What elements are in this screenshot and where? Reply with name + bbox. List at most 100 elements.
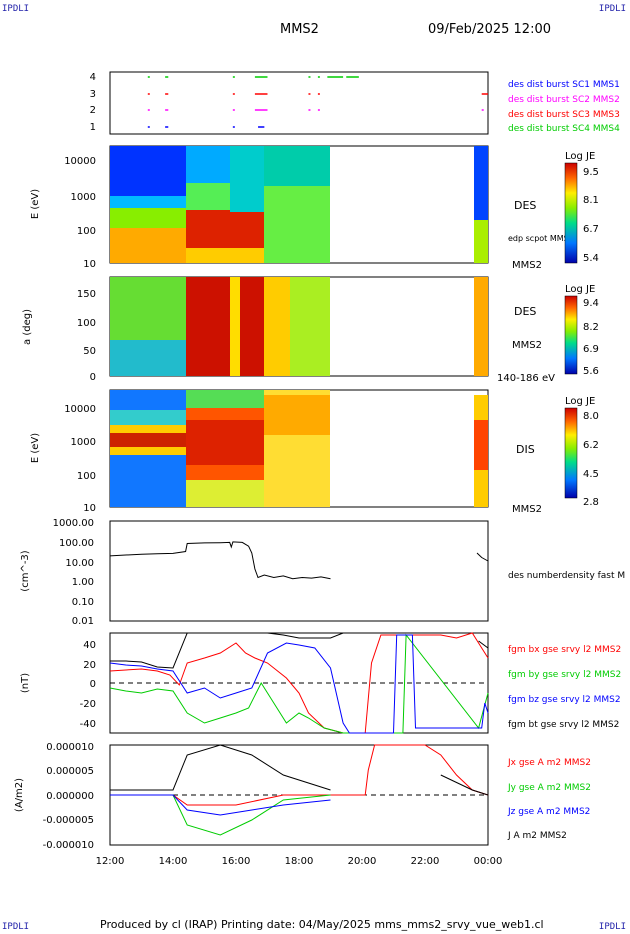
footer-text: Produced by cl (IRAP) Printing date: 04/… — [100, 918, 544, 931]
burst-marks — [147, 76, 488, 128]
des-pa-block-4 — [230, 277, 240, 376]
des-e-cbar-tick-1: 9.5 — [583, 167, 599, 178]
current-ytick-5: -0.000010 — [43, 840, 94, 851]
density-ytick-0.01: 0.01 — [72, 616, 94, 627]
legend-jx: Jx gse A m2 MMS2 — [507, 758, 591, 768]
des-e-instrument: DES — [514, 199, 536, 212]
des-pa-instrument: DES — [514, 305, 536, 318]
des-e-ytick-10: 10 — [83, 259, 96, 270]
bfield-ytick-m40: -40 — [80, 719, 96, 730]
burst-ytick-3: 3 — [90, 89, 96, 100]
xtick-0000: 00:00 — [474, 856, 503, 867]
dis-e-block-12 — [474, 420, 488, 470]
des-e-ylabel: E (eV) — [30, 189, 41, 219]
des-pa-cbar-tick-3: 6.9 — [583, 344, 599, 355]
bfield-ytick-m20: -20 — [80, 699, 96, 710]
xtick-2200: 22:00 — [411, 856, 440, 867]
des-pa-colorbar — [564, 295, 578, 375]
dis-e-cbar-tick-1: 8.0 — [583, 411, 599, 422]
density-ytick-1: 1.00 — [72, 577, 94, 588]
des-e-block-6 — [186, 183, 230, 213]
dis-e-block-6 — [186, 390, 266, 410]
dis-e-block-10 — [264, 395, 330, 435]
des-pa-ytick-100: 100 — [77, 318, 96, 329]
des-e-block-3 — [110, 208, 186, 230]
density-series-0 — [109, 541, 489, 580]
dis-e-ytick-100: 100 — [77, 471, 96, 482]
legend-j: J A m2 MMS2 — [507, 831, 567, 841]
des-pa-block-7 — [474, 277, 488, 376]
bfield-series-3 — [110, 632, 489, 669]
xtick-1600: 16:00 — [222, 856, 251, 867]
xtick-2000: 20:00 — [348, 856, 377, 867]
des-e-cbar-title: Log JE — [565, 151, 595, 162]
bfield-ylabel: (nT) — [20, 673, 31, 693]
current-ytick-1: 0.000010 — [46, 742, 94, 753]
des-e-block-5 — [186, 146, 230, 186]
des-pa-block-3 — [186, 277, 266, 376]
dis-e-ytick-1000: 1000 — [71, 437, 96, 448]
density-legend: des numberdensity fast M — [508, 571, 625, 581]
des-e-cbar-tick-3: 6.7 — [583, 224, 599, 235]
dis-e-sc-label: MMS2 — [512, 504, 542, 515]
density-lines — [109, 541, 489, 580]
legend-bz: fgm bz gse srvy l2 MMS2 — [508, 695, 621, 705]
dis-e-block-4 — [110, 433, 186, 447]
density-ytick-1000: 1000.00 — [53, 518, 94, 529]
des-e-block-13 — [474, 220, 488, 263]
legend-jz: Jz gse A m2 MMS2 — [507, 807, 590, 817]
dis-energy-panel: 10000 1000 100 10 E (eV) DIS MMS2 Log JE… — [30, 389, 599, 515]
corner-label-bottom-left: IPDLI — [2, 922, 30, 932]
burst-ytick-4: 4 — [90, 72, 96, 83]
des-e-block-8 — [186, 248, 264, 263]
des-e-colorbar — [564, 162, 578, 264]
current-ylabel: (A/m2) — [14, 778, 25, 812]
legend-burst-sc1: des dist burst SC1 MMS1 — [508, 80, 620, 90]
des-pa-cbar-tick-4: 5.6 — [583, 366, 599, 377]
des-pa-energy-range: 140-186 eV — [497, 373, 555, 384]
burst-ytick-1: 1 — [90, 122, 96, 133]
density-ytick-10: 10.00 — [65, 558, 94, 569]
dis-e-cbar-tick-3: 4.5 — [583, 469, 599, 480]
des-pa-sc-label: MMS2 — [512, 340, 542, 351]
des-e-block-11 — [264, 146, 330, 186]
bfield-lines — [109, 632, 489, 734]
bfield-ytick-20: 20 — [83, 660, 96, 671]
des-pa-ytick-150: 150 — [77, 289, 96, 300]
dis-e-cbar-tick-2: 6.2 — [583, 440, 599, 451]
dis-e-instrument: DIS — [516, 443, 535, 456]
current-lines — [110, 744, 488, 835]
legend-jy: Jy gse A m2 MMS2 — [507, 783, 591, 793]
bfield-series-0 — [109, 632, 489, 734]
xtick-1800: 18:00 — [285, 856, 314, 867]
des-e-block-4 — [110, 228, 186, 263]
xtick-1400: 14:00 — [159, 856, 188, 867]
spacecraft-title: MMS2 — [280, 22, 319, 37]
dis-e-colorbar — [564, 407, 578, 499]
burst-ytick-2: 2 — [90, 105, 96, 116]
density-ylabel: (cm^-3) — [20, 550, 31, 591]
dis-e-cbar-title: Log JE — [565, 396, 595, 407]
des-pa-cbar-tick-2: 8.2 — [583, 322, 599, 333]
corner-label-top-left: IPDLI — [2, 4, 30, 14]
des-e-cbar-tick-4: 5.4 — [583, 253, 599, 264]
des-pa-ylabel: a (deg) — [22, 309, 33, 345]
current-ytick-4: -0.000005 — [43, 815, 94, 826]
des-e-ytick-100: 100 — [77, 226, 96, 237]
des-e-ytick-10000: 10000 — [64, 156, 96, 167]
corner-label-top-right: IPDLI — [598, 4, 626, 14]
legend-bx: fgm bx gse srvy l2 MMS2 — [508, 645, 621, 655]
des-pa-cbar-tick-1: 9.4 — [583, 298, 599, 309]
density-ytick-100: 100.00 — [59, 538, 94, 549]
des-e-block-7 — [186, 210, 264, 252]
current-ytick-3: 0.000000 — [46, 791, 94, 802]
bfield-panel: 40 20 0 -20 -40 (nT) fgm bx gse srvy l2 … — [20, 632, 621, 734]
legend-burst-sc4: des dist burst SC4 MMS4 — [508, 124, 620, 134]
current-ytick-2: 0.000005 — [46, 766, 94, 777]
des-e-scpot-label: edp scpot MMS2 — [508, 234, 574, 243]
datetime-title: 09/Feb/2025 12:00 — [428, 22, 551, 37]
des-pa-ytick-50: 50 — [83, 346, 96, 357]
legend-bt: fgm bt gse srvy l2 MMS2 — [508, 720, 619, 730]
bfield-series-2 — [109, 634, 489, 734]
dis-e-ytick-10000: 10000 — [64, 404, 96, 415]
